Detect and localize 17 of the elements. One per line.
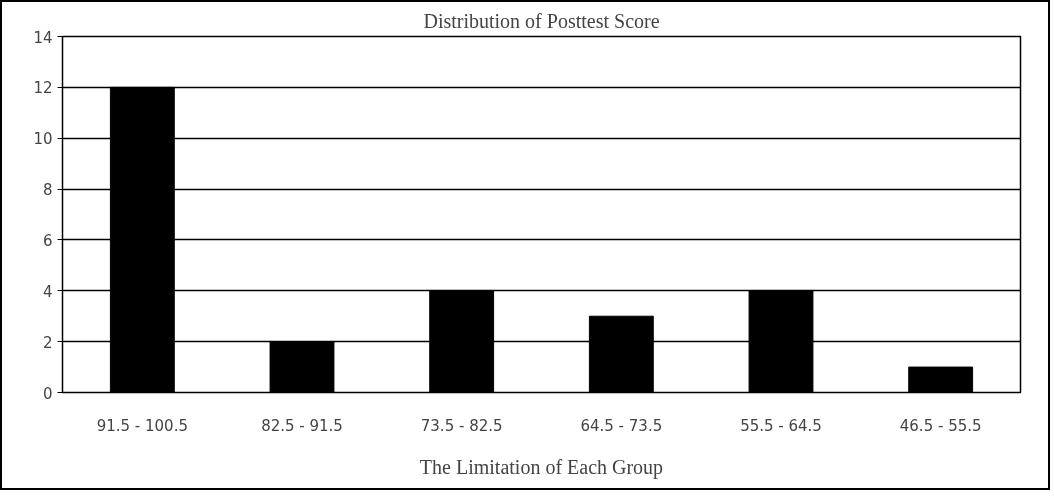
y-tick-label: 2 [42, 333, 53, 352]
y-tick-label: 8 [42, 181, 53, 200]
bar [908, 366, 974, 393]
x-tick-label: 91.5 - 100.5 [96, 416, 188, 435]
y-tick-label: 12 [33, 79, 53, 98]
x-tick-label: 73.5 - 82.5 [420, 416, 503, 435]
x-tick-label: 55.5 - 64.5 [740, 416, 822, 435]
x-tick-label: 82.5 - 91.5 [261, 416, 343, 435]
y-tick-label: 14 [33, 28, 53, 47]
x-axis-title: The Limitation of Each Group [419, 455, 664, 479]
x-tick-label: 46.5 - 55.5 [899, 416, 982, 435]
y-tick-label: 4 [42, 282, 53, 301]
x-tick-label: 64.5 - 73.5 [580, 416, 663, 435]
y-tick-label: 6 [42, 231, 53, 250]
y-tick-label: 0 [42, 384, 53, 403]
chart-title: Distribution of Posttest Score [423, 9, 660, 32]
y-tick-label: 10 [33, 130, 53, 149]
